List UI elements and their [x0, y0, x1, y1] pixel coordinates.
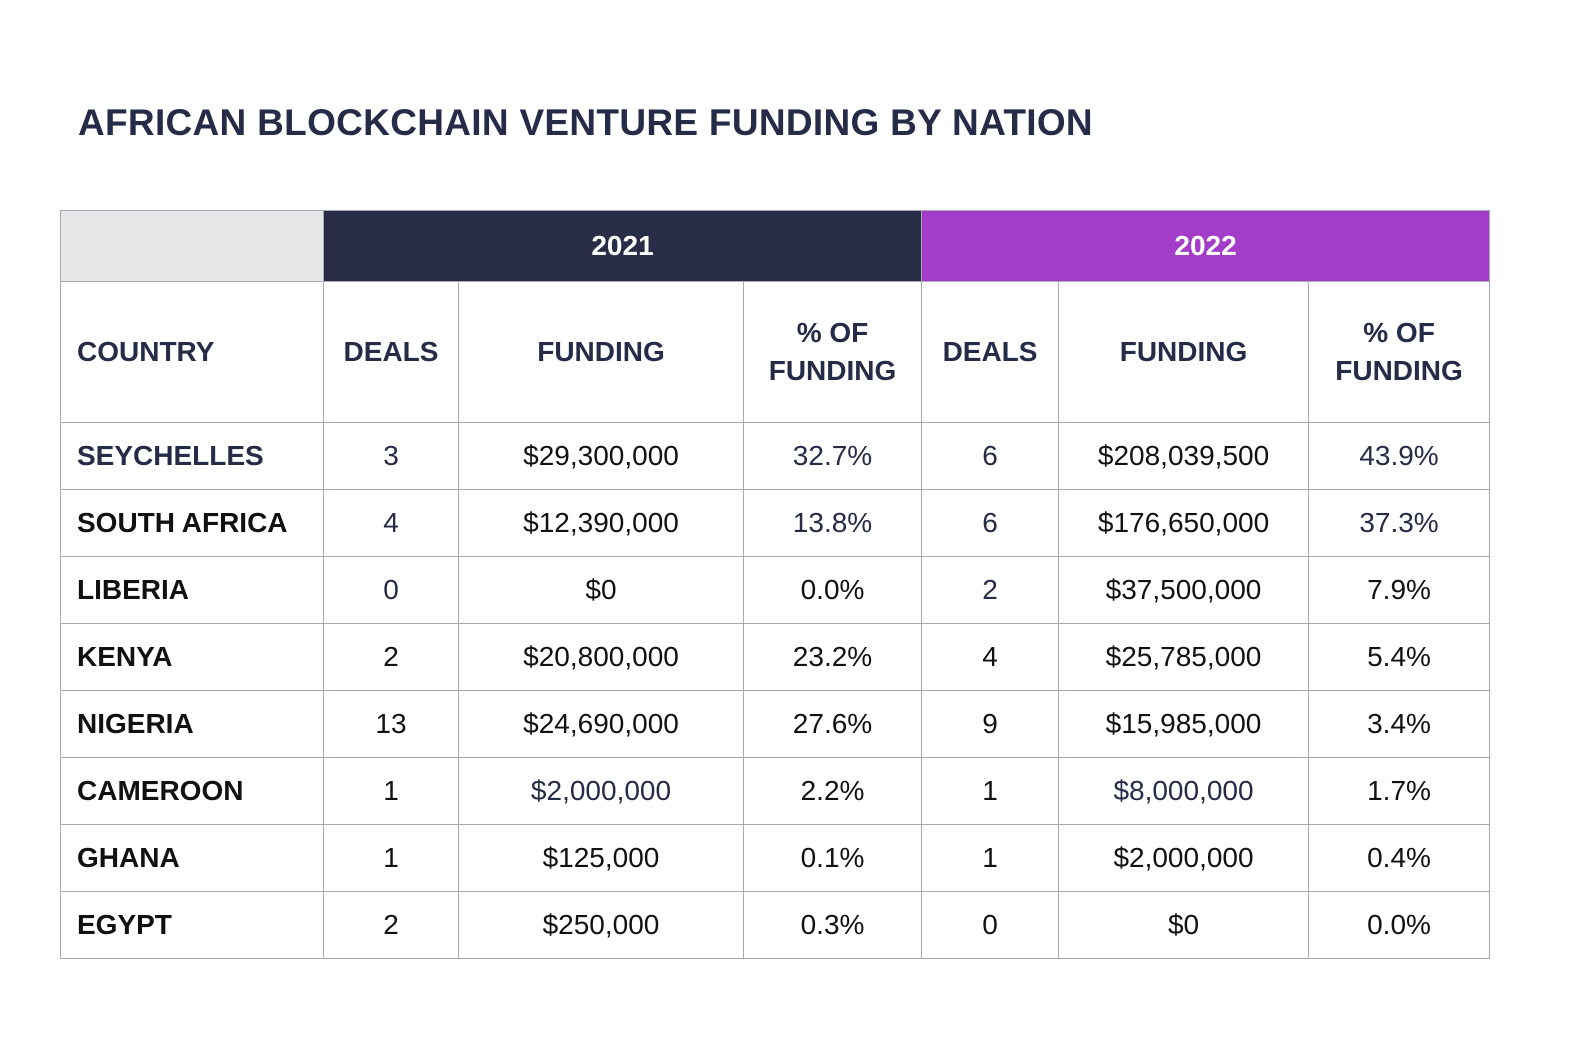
pct-2021-cell: 0.1%	[742, 824, 923, 892]
pct-2022-cell: 7.9%	[1308, 556, 1491, 624]
country-cell: GHANA	[60, 824, 324, 892]
table-row: NIGERIA 13 $24,690,000 27.6% 9 $15,985,0…	[60, 690, 1491, 758]
deals-2022-cell: 2	[921, 556, 1060, 624]
deals-2022-column-header: DEALS	[921, 281, 1060, 423]
table-row: KENYA 2 $20,800,000 23.2% 4 $25,785,000 …	[60, 623, 1491, 691]
deals-2021-cell: 3	[323, 422, 459, 490]
pct-2021-cell: 27.6%	[742, 690, 923, 758]
deals-2022-cell: 4	[921, 623, 1060, 691]
pct-2022-cell: 0.4%	[1308, 824, 1491, 892]
funding-table: 2021 2022 COUNTRY DEALS FUNDING % OF FUN…	[60, 210, 1491, 959]
pct-2022-cell: 0.0%	[1308, 891, 1491, 959]
funding-2022-cell: $37,500,000	[1058, 556, 1310, 624]
deals-2022-cell: 9	[921, 690, 1060, 758]
pct-2022-cell: 1.7%	[1308, 757, 1491, 825]
funding-2022-cell: $25,785,000	[1058, 623, 1310, 691]
funding-2021-cell: $12,390,000	[458, 489, 744, 557]
funding-2021-cell: $24,690,000	[458, 690, 744, 758]
pct-2022-cell: 3.4%	[1308, 690, 1491, 758]
pct-2022-cell: 43.9%	[1308, 422, 1491, 490]
table-row: SEYCHELLES 3 $29,300,000 32.7% 6 $208,03…	[60, 422, 1491, 490]
deals-2022-cell: 6	[921, 489, 1060, 557]
country-cell: NIGERIA	[60, 690, 324, 758]
country-cell: LIBERIA	[60, 556, 324, 624]
pct-2021-cell: 13.8%	[742, 489, 923, 557]
funding-2022-cell: $176,650,000	[1058, 489, 1310, 557]
deals-2021-cell: 2	[323, 623, 459, 691]
table-row: CAMEROON 1 $2,000,000 2.2% 1 $8,000,000 …	[60, 757, 1491, 825]
deals-2021-cell: 13	[323, 690, 459, 758]
funding-2021-cell: $2,000,000	[458, 757, 744, 825]
deals-2021-cell: 1	[323, 824, 459, 892]
deals-2022-cell: 0	[921, 891, 1060, 959]
funding-2021-cell: $20,800,000	[458, 623, 744, 691]
country-cell: CAMEROON	[60, 757, 324, 825]
funding-2022-cell: $8,000,000	[1058, 757, 1310, 825]
funding-2021-cell: $29,300,000	[458, 422, 744, 490]
funding-2022-column-header: FUNDING	[1058, 281, 1310, 423]
deals-2021-cell: 1	[323, 757, 459, 825]
page-title: AFRICAN BLOCKCHAIN VENTURE FUNDING BY NA…	[78, 102, 1093, 143]
header-corner-cell	[60, 210, 324, 282]
pct-2022-column-header: % OF FUNDING	[1308, 281, 1491, 423]
table-row: GHANA 1 $125,000 0.1% 1 $2,000,000 0.4%	[60, 824, 1491, 892]
pct-2022-cell: 37.3%	[1308, 489, 1491, 557]
country-cell: SEYCHELLES	[60, 422, 324, 490]
pct-2021-cell: 0.0%	[742, 556, 923, 624]
funding-2022-cell: $2,000,000	[1058, 824, 1310, 892]
deals-2021-cell: 2	[323, 891, 459, 959]
funding-2021-cell: $0	[458, 556, 744, 624]
funding-2021-column-header: FUNDING	[458, 281, 744, 423]
column-header-row: COUNTRY DEALS FUNDING % OF FUNDING DEALS…	[60, 281, 1491, 423]
pct-2021-cell: 0.3%	[742, 891, 923, 959]
table-row: EGYPT 2 $250,000 0.3% 0 $0 0.0%	[60, 891, 1491, 959]
year-2022-header: 2022	[921, 210, 1491, 282]
pct-2021-cell: 32.7%	[742, 422, 923, 490]
deals-2022-cell: 6	[921, 422, 1060, 490]
year-2021-header: 2021	[322, 210, 923, 282]
funding-2022-cell: $208,039,500	[1058, 422, 1310, 490]
funding-2021-cell: $125,000	[458, 824, 744, 892]
funding-2021-cell: $250,000	[458, 891, 744, 959]
country-cell: EGYPT	[60, 891, 324, 959]
deals-2022-cell: 1	[921, 824, 1060, 892]
year-header-row: 2021 2022	[60, 210, 1491, 282]
pct-2021-column-header: % OF FUNDING	[742, 281, 923, 423]
table-row: LIBERIA 0 $0 0.0% 2 $37,500,000 7.9%	[60, 556, 1491, 624]
country-cell: SOUTH AFRICA	[60, 489, 324, 557]
funding-2022-cell: $15,985,000	[1058, 690, 1310, 758]
deals-2021-column-header: DEALS	[323, 281, 459, 423]
deals-2021-cell: 4	[323, 489, 459, 557]
funding-2022-cell: $0	[1058, 891, 1310, 959]
table-row: SOUTH AFRICA 4 $12,390,000 13.8% 6 $176,…	[60, 489, 1491, 557]
pct-2021-cell: 23.2%	[742, 623, 923, 691]
deals-2021-cell: 0	[323, 556, 459, 624]
deals-2022-cell: 1	[921, 757, 1060, 825]
country-column-header: COUNTRY	[60, 281, 324, 423]
pct-2022-cell: 5.4%	[1308, 623, 1491, 691]
country-cell: KENYA	[60, 623, 324, 691]
pct-2021-cell: 2.2%	[742, 757, 923, 825]
